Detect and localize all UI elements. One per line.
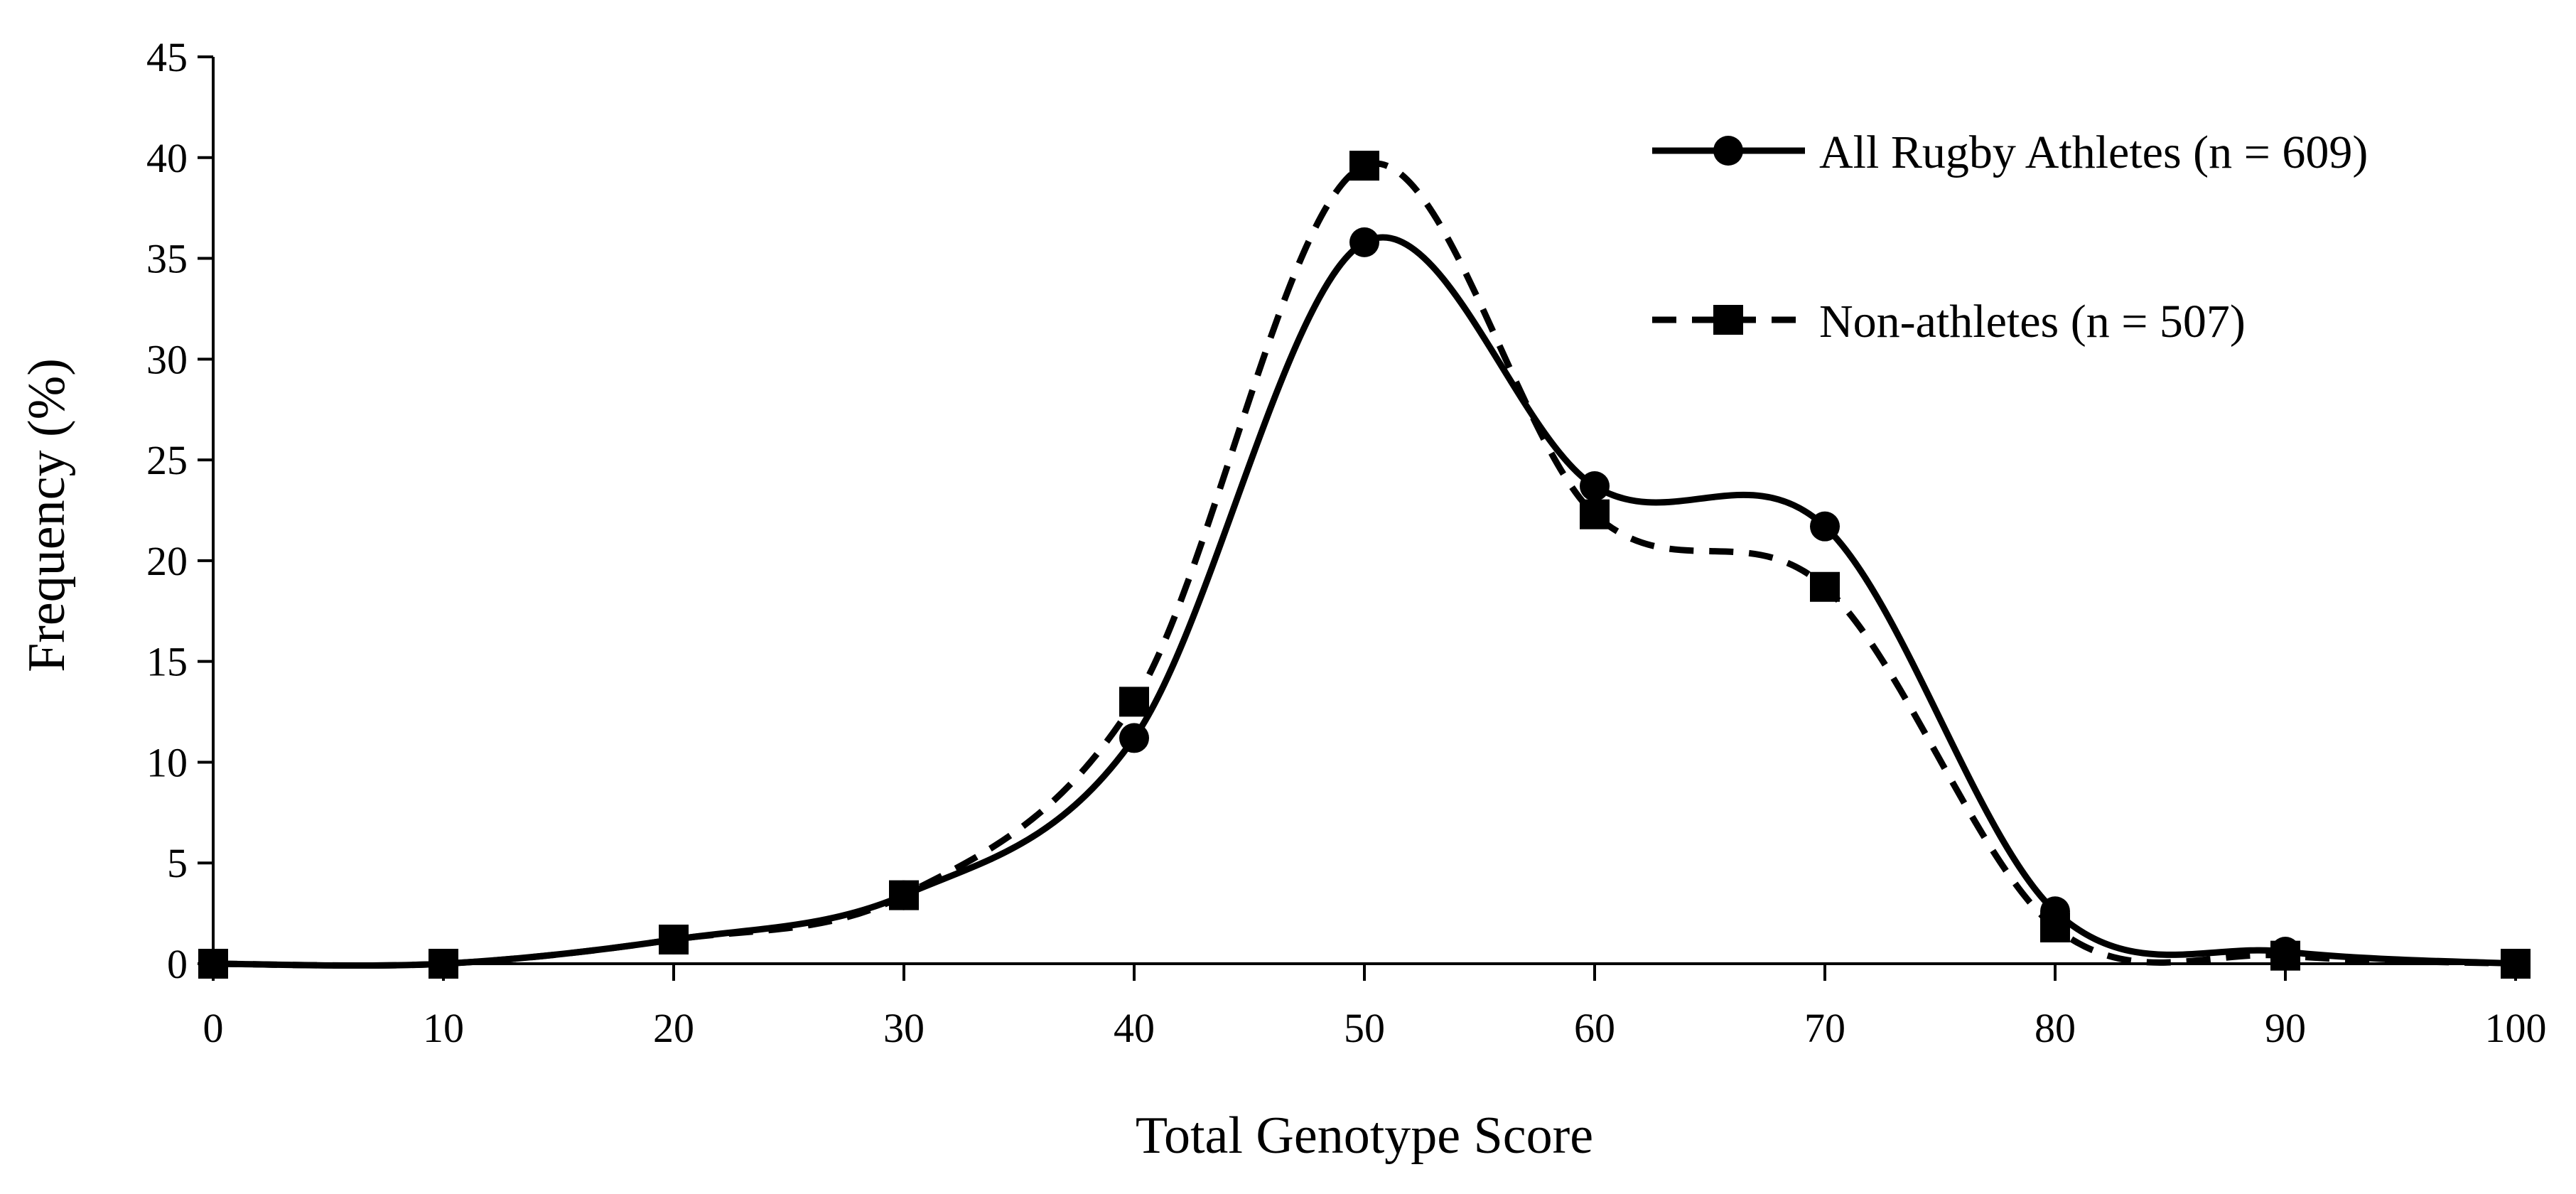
x-tick-label: 50	[1344, 1005, 1385, 1051]
x-tick-label: 30	[883, 1005, 925, 1051]
legend-marker-non-athletes	[1713, 305, 1743, 335]
y-tick-label: 30	[146, 336, 188, 382]
data-point-all-rugby-athletes	[1810, 511, 1840, 542]
x-tick-label: 40	[1114, 1005, 1155, 1051]
series-non-athletes	[198, 151, 2531, 979]
y-tick-label: 25	[146, 437, 188, 483]
data-point-non-athletes	[1580, 499, 1610, 529]
data-point-all-rugby-athletes	[2040, 896, 2070, 927]
y-tick-label: 0	[167, 941, 188, 987]
data-point-all-rugby-athletes	[2270, 936, 2300, 967]
y-tick-label: 40	[146, 135, 188, 181]
x-tick-label: 70	[1804, 1005, 1845, 1051]
data-point-all-rugby-athletes	[198, 949, 228, 979]
y-axis-title: Frequency (%)	[18, 358, 76, 672]
y-tick-label: 10	[146, 739, 188, 785]
y-tick-label: 45	[146, 34, 188, 80]
y-tick-label: 5	[167, 840, 188, 886]
x-tick-label: 90	[2265, 1005, 2306, 1051]
y-tick-label: 35	[146, 236, 188, 282]
data-point-all-rugby-athletes	[1580, 470, 1610, 501]
x-tick-label: 10	[423, 1005, 464, 1051]
data-point-all-rugby-athletes	[2501, 949, 2531, 979]
series-layer	[198, 151, 2531, 979]
x-axis-title: Total Genotype Score	[1136, 1107, 1593, 1165]
legend-marker-all-rugby-athletes	[1713, 136, 1743, 166]
y-tick-label: 20	[146, 538, 188, 584]
data-point-all-rugby-athletes	[659, 924, 689, 954]
data-point-non-athletes	[1810, 571, 1840, 602]
data-point-all-rugby-athletes	[1349, 227, 1379, 257]
y-tick-label: 15	[146, 639, 188, 685]
x-tick-label: 100	[2485, 1005, 2547, 1051]
series-all-rugby-athletes	[198, 227, 2531, 979]
data-point-all-rugby-athletes	[1119, 723, 1149, 753]
axes: 0 5 10 15 20 25 30 35 40 45 0 10 20 30 40 50 60 70 80 90 100	[146, 34, 2547, 1051]
legend-label-non-athletes: Non-athletes (n = 507)	[1819, 296, 2246, 348]
legend-label-all-rugby-athletes: All Rugby Athletes (n = 609)	[1819, 127, 2368, 178]
x-tick-label: 0	[203, 1005, 224, 1051]
x-tick-label: 80	[2035, 1005, 2076, 1051]
data-point-non-athletes	[1119, 687, 1149, 717]
legend: All Rugby Athletes (n = 609) Non-athlete…	[1652, 127, 2368, 348]
data-point-all-rugby-athletes	[889, 880, 919, 910]
series-line-non-athletes	[212, 160, 2516, 969]
x-tick-label: 20	[653, 1005, 694, 1051]
data-point-non-athletes	[1349, 151, 1379, 181]
data-point-all-rugby-athletes	[429, 949, 458, 979]
x-tick-label: 60	[1574, 1005, 1615, 1051]
